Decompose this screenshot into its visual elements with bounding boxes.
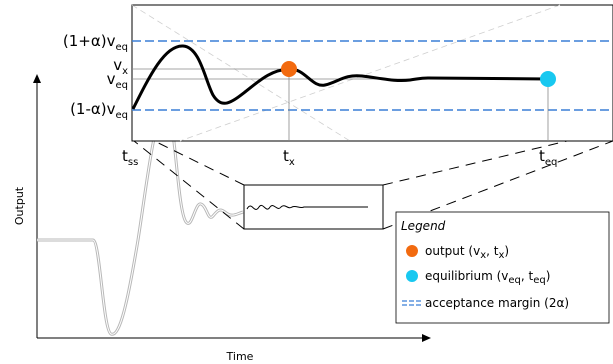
level-labels: (1+α)veq vx veq (1-α)veq: [63, 32, 128, 121]
y-axis-arrow: [33, 74, 41, 83]
teq-label: teq: [539, 147, 557, 168]
legend-output-marker: [406, 245, 418, 257]
lower-margin-label: (1-α)veq: [70, 100, 128, 121]
upper-margin-label: (1+α)veq: [63, 32, 128, 53]
legend-margin-label: acceptance margin (2α): [425, 296, 569, 310]
output-marker: [281, 61, 297, 77]
inset-frame: [131, 4, 613, 142]
vx-label: vx: [113, 56, 128, 77]
inset-guide-2: [179, 4, 561, 142]
legend: Legend output (vx, tx) equilibrium (veq,…: [395, 211, 610, 324]
legend-title: Legend: [401, 219, 446, 233]
outer-response-curve: [37, 107, 244, 335]
equilibrium-marker: [540, 71, 556, 87]
y-axis-label: Output: [13, 186, 26, 225]
legend-output-label: output (vx, tx): [425, 244, 509, 261]
legend-equilibrium-marker: [406, 270, 418, 282]
tx-label: tx: [283, 147, 295, 168]
time-labels: tss tx teq: [122, 147, 557, 168]
legend-frame: [395, 211, 610, 324]
inset-plot: [131, 4, 613, 142]
outer-response-curve-shadow: [37, 106, 244, 336]
inset-guide-1: [131, 4, 351, 142]
outer-plot: Output Time: [13, 74, 431, 363]
tss-label: tss: [122, 147, 138, 168]
legend-margin-marker: [402, 300, 422, 306]
zoom-box-curve: [246, 204, 368, 210]
veq-label: veq: [107, 70, 128, 91]
x-axis-label: Time: [226, 350, 254, 363]
x-axis-arrow: [422, 334, 431, 342]
legend-equilibrium-label: equilibrium (veq, teq): [425, 269, 550, 286]
